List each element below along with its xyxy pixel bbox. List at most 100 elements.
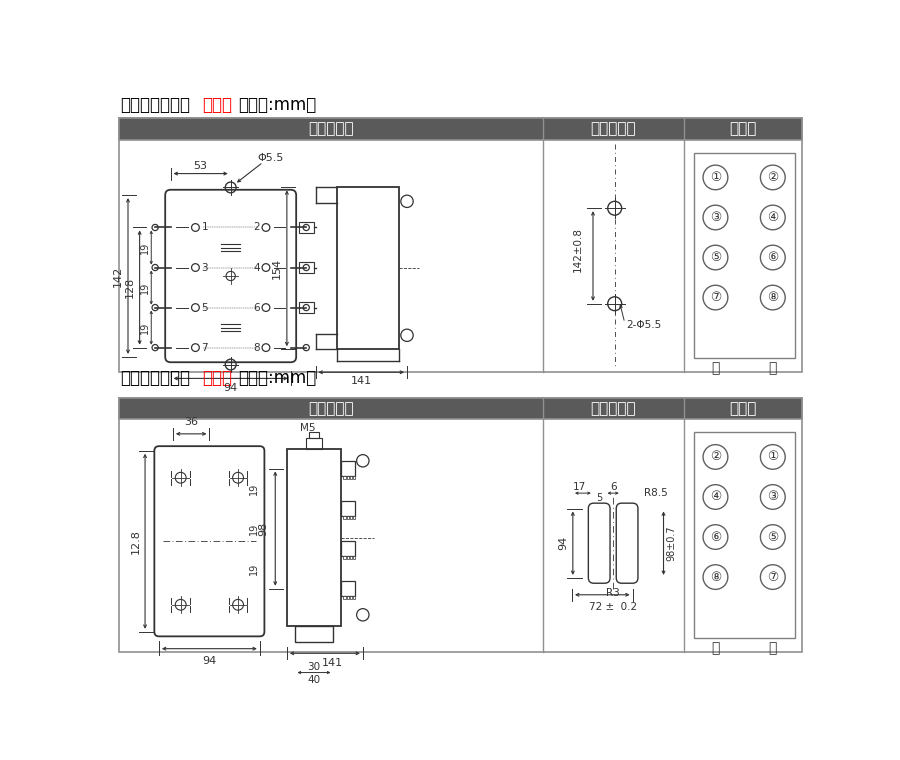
Text: 6: 6 [253, 302, 260, 312]
FancyBboxPatch shape [616, 503, 638, 583]
Text: ⑤: ⑤ [767, 530, 778, 543]
Text: ①: ① [767, 451, 778, 464]
Bar [349, 556, 352, 559]
Text: 视: 视 [769, 641, 777, 655]
Text: 外形尺寸图: 外形尺寸图 [308, 401, 354, 416]
Text: 视: 视 [769, 362, 777, 375]
Text: 7: 7 [202, 343, 208, 353]
Text: 19: 19 [140, 242, 150, 254]
Bar [299, 302, 314, 313]
Text: 19: 19 [140, 321, 150, 334]
Text: ⑧: ⑧ [767, 291, 778, 304]
Text: 安装开孔图: 安装开孔图 [590, 122, 636, 137]
Bar [353, 477, 356, 480]
Bar [299, 222, 314, 233]
Text: ⑦: ⑦ [710, 291, 721, 304]
Text: 154: 154 [272, 258, 282, 279]
Text: 凸出式固定结构: 凸出式固定结构 [121, 96, 190, 114]
FancyBboxPatch shape [589, 503, 610, 583]
Text: M5: M5 [300, 423, 316, 432]
Text: R8.5: R8.5 [644, 488, 668, 498]
Bar [694, 153, 795, 359]
Text: 1: 1 [202, 223, 208, 233]
Text: 12.8: 12.8 [130, 529, 140, 554]
Bar [338, 188, 400, 349]
Bar [306, 438, 322, 449]
Text: R3: R3 [607, 588, 620, 598]
Text: 3: 3 [202, 262, 208, 273]
Text: 141: 141 [322, 657, 343, 667]
Text: 98: 98 [258, 521, 268, 536]
Text: 端子图: 端子图 [729, 401, 757, 416]
Text: ④: ④ [767, 211, 778, 224]
Text: 30: 30 [308, 662, 320, 672]
Text: 4: 4 [253, 262, 260, 273]
Bar [294, 626, 333, 641]
Text: ④: ④ [710, 490, 721, 503]
Bar [299, 262, 314, 273]
Text: 5: 5 [596, 492, 602, 503]
Text: ⑦: ⑦ [767, 571, 778, 584]
Bar [119, 118, 802, 372]
Text: ①: ① [710, 171, 721, 184]
Text: 安装开孔图: 安装开孔图 [590, 401, 636, 416]
FancyBboxPatch shape [155, 446, 265, 636]
Text: 外形尺寸图: 外形尺寸图 [308, 122, 354, 137]
Text: 94: 94 [223, 382, 238, 393]
Text: ⑥: ⑥ [767, 251, 778, 264]
Text: 端子图: 端子图 [729, 122, 757, 137]
Bar [349, 516, 352, 519]
Text: 背: 背 [711, 641, 720, 655]
Text: ③: ③ [767, 490, 778, 503]
Text: 19: 19 [248, 522, 258, 535]
Bar [341, 581, 356, 597]
Bar [287, 449, 341, 626]
Bar [344, 516, 346, 519]
Bar [353, 597, 356, 600]
Text: ⑧: ⑧ [710, 571, 721, 584]
Text: 53: 53 [194, 161, 208, 171]
Bar [353, 516, 356, 519]
Text: 36: 36 [184, 416, 198, 426]
Bar [341, 501, 356, 516]
Bar [344, 477, 346, 480]
Bar [353, 556, 356, 559]
Text: 前: 前 [711, 362, 720, 375]
Bar [119, 397, 802, 420]
Text: Φ5.5: Φ5.5 [257, 154, 284, 163]
Text: 94: 94 [558, 536, 568, 550]
Bar [346, 516, 349, 519]
Text: 前接线: 前接线 [202, 96, 232, 114]
Text: ⑤: ⑤ [710, 251, 721, 264]
Bar [341, 541, 356, 556]
Text: 94: 94 [202, 656, 217, 666]
Bar [346, 477, 349, 480]
Text: （单位:mm）: （单位:mm） [238, 96, 316, 114]
Text: 141: 141 [351, 376, 372, 387]
Bar [349, 597, 352, 600]
Text: 40: 40 [308, 675, 320, 686]
Text: ③: ③ [710, 211, 721, 224]
Bar [344, 556, 346, 559]
Text: 5: 5 [202, 302, 208, 312]
Text: 19: 19 [248, 562, 258, 575]
Text: ⑥: ⑥ [710, 530, 721, 543]
Bar [310, 432, 319, 438]
Text: 2-Φ5.5: 2-Φ5.5 [626, 320, 662, 331]
Bar [341, 461, 356, 477]
Bar [349, 477, 352, 480]
Text: 72 ±  0.2: 72 ± 0.2 [590, 602, 637, 612]
Text: 6: 6 [610, 482, 616, 492]
Text: 后接线: 后接线 [202, 369, 232, 387]
Text: 142±0.8: 142±0.8 [572, 227, 582, 272]
Text: （单位:mm）: （单位:mm） [238, 369, 316, 387]
FancyBboxPatch shape [166, 190, 296, 363]
Text: 19: 19 [140, 281, 150, 293]
Bar [694, 432, 795, 638]
Bar [344, 597, 346, 600]
Text: ②: ② [710, 451, 721, 464]
Text: 98±0.7: 98±0.7 [666, 525, 676, 561]
Bar [119, 397, 802, 652]
Bar [119, 118, 802, 140]
Text: 128: 128 [125, 277, 135, 298]
